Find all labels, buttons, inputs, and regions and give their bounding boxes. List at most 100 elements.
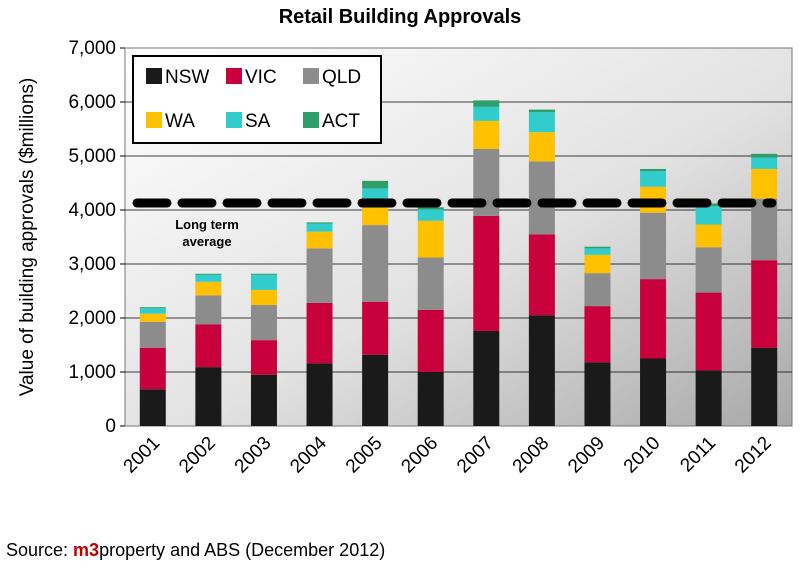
legend-swatch-wa [146,112,162,128]
bar-segment-nsw [695,370,722,426]
bar-segment-qld [751,198,778,261]
legend-label-vic: VIC [245,67,277,88]
x-tick-label: 2007 [453,433,498,478]
y-tick-label: 4,000 [68,200,116,221]
y-tick-label: 6,000 [68,92,116,113]
bar-segment-vic [528,234,555,316]
bar-segment-act [473,100,500,107]
legend-swatch-sa [226,112,242,128]
bar-segment-wa [473,120,500,149]
bar-segment-nsw [139,389,166,426]
bar-segment-wa [139,313,166,322]
bar-segment-nsw [640,358,667,426]
bar-segment-nsw [362,354,389,426]
bar-segment-wa [362,204,389,226]
bar-segment-wa [250,289,277,306]
legend-label-act: ACT [322,111,360,132]
y-tick-label: 1,000 [68,362,116,383]
y-tick-label: 0 [105,416,116,437]
source-prefix: Source: [6,540,74,560]
bar-segment-vic [417,309,444,372]
y-tick-label: 2,000 [68,308,116,329]
bar-segment-nsw [306,363,333,426]
bar-segment-qld [195,295,222,325]
bar-segment-nsw [250,374,277,426]
bar-segment-sa [417,209,444,221]
bar-segment-qld [306,248,333,303]
bar-segment-qld [528,161,555,235]
bar-segment-act [528,109,555,113]
bar-segment-vic [139,347,166,390]
legend-box [132,55,382,144]
legend-label-qld: QLD [322,67,361,88]
x-tick-label: 2002 [175,433,220,478]
bar-segment-sa [473,106,500,121]
bar-segment-qld [362,225,389,302]
bar-segment-sa [751,157,778,169]
y-axis-ticks: 0 1,000 2,000 3,000 4,000 5,000 6,000 7,000 [68,38,125,437]
bar-segment-wa [695,224,722,248]
bar-segment-nsw [473,330,500,426]
bar-segment-sa [584,248,611,255]
bar-segment-qld [139,321,166,348]
gridlines [125,101,792,373]
legend-label-sa: SA [245,111,271,132]
legend-swatch-nsw [146,68,162,84]
bar-segment-qld [640,212,667,280]
average-label-line2: average [182,234,231,249]
bar-segment-nsw [528,315,555,426]
bar-segment-wa [584,254,611,274]
bar-segment-qld [584,273,611,307]
bar-segment-act [417,207,444,210]
x-tick-label: 2012 [731,433,776,478]
bar-segment-wa [306,231,333,249]
source-brand: m3 [73,540,100,560]
x-tick-label: 2010 [620,433,665,478]
bar-segment-sa [250,274,277,290]
x-tick-label: 2009 [564,433,609,478]
bar-segment-sa [695,206,722,225]
bar-segment-act [362,180,389,189]
bar-segment-sa [139,308,166,314]
bar-segment-sa [195,274,222,282]
bar-segment-qld [417,257,444,310]
y-tick-label: 7,000 [68,38,116,59]
bar-segment-vic [584,306,611,363]
legend-swatch-vic [226,68,242,84]
x-tick-label: 2003 [231,433,276,478]
x-axis-ticks: 2001 2002 2003 2004 2005 2006 2007 2008 2009 2010… [120,432,776,477]
bar-segment-nsw [417,372,444,426]
bar-segment-sa [640,171,667,187]
bar-segment-vic [695,292,722,371]
bar-segment-act [306,222,333,224]
legend-label-wa: WA [165,111,195,132]
bar-segment-vic [362,301,389,355]
bar-segment-act [584,246,611,249]
x-tick-label: 2008 [509,433,554,478]
x-tick-label: 2004 [286,432,331,477]
y-tick-label: 5,000 [68,146,116,167]
bar-segment-vic [640,279,667,359]
bar-segment-act [250,273,277,275]
chart-title: Retail Building Approvals [279,6,522,28]
legend: NSW VIC QLD WA SA ACT [132,55,382,144]
bar-segment-sa [306,223,333,232]
bar-segment-act [195,273,222,275]
bar-segment-vic [751,260,778,348]
bar-segment-wa [417,220,444,258]
bar-segment-wa [528,132,555,162]
y-tick-label: 3,000 [68,254,116,275]
bar-segment-qld [250,305,277,341]
x-tick-label: 2006 [397,433,442,478]
source-suffix: property and ABS (December 2012) [99,540,386,560]
legend-swatch-qld [303,68,319,84]
x-tick-label: 2005 [342,433,387,478]
bar-segment-wa [195,281,222,296]
bar-segment-sa [528,112,555,133]
bar-segment-act [751,153,778,158]
y-axis-label: Value of building approvals ($millions) [17,78,38,397]
bar-segment-nsw [584,362,611,426]
legend-label-nsw: NSW [165,67,209,88]
bar-segment-nsw [751,347,778,426]
